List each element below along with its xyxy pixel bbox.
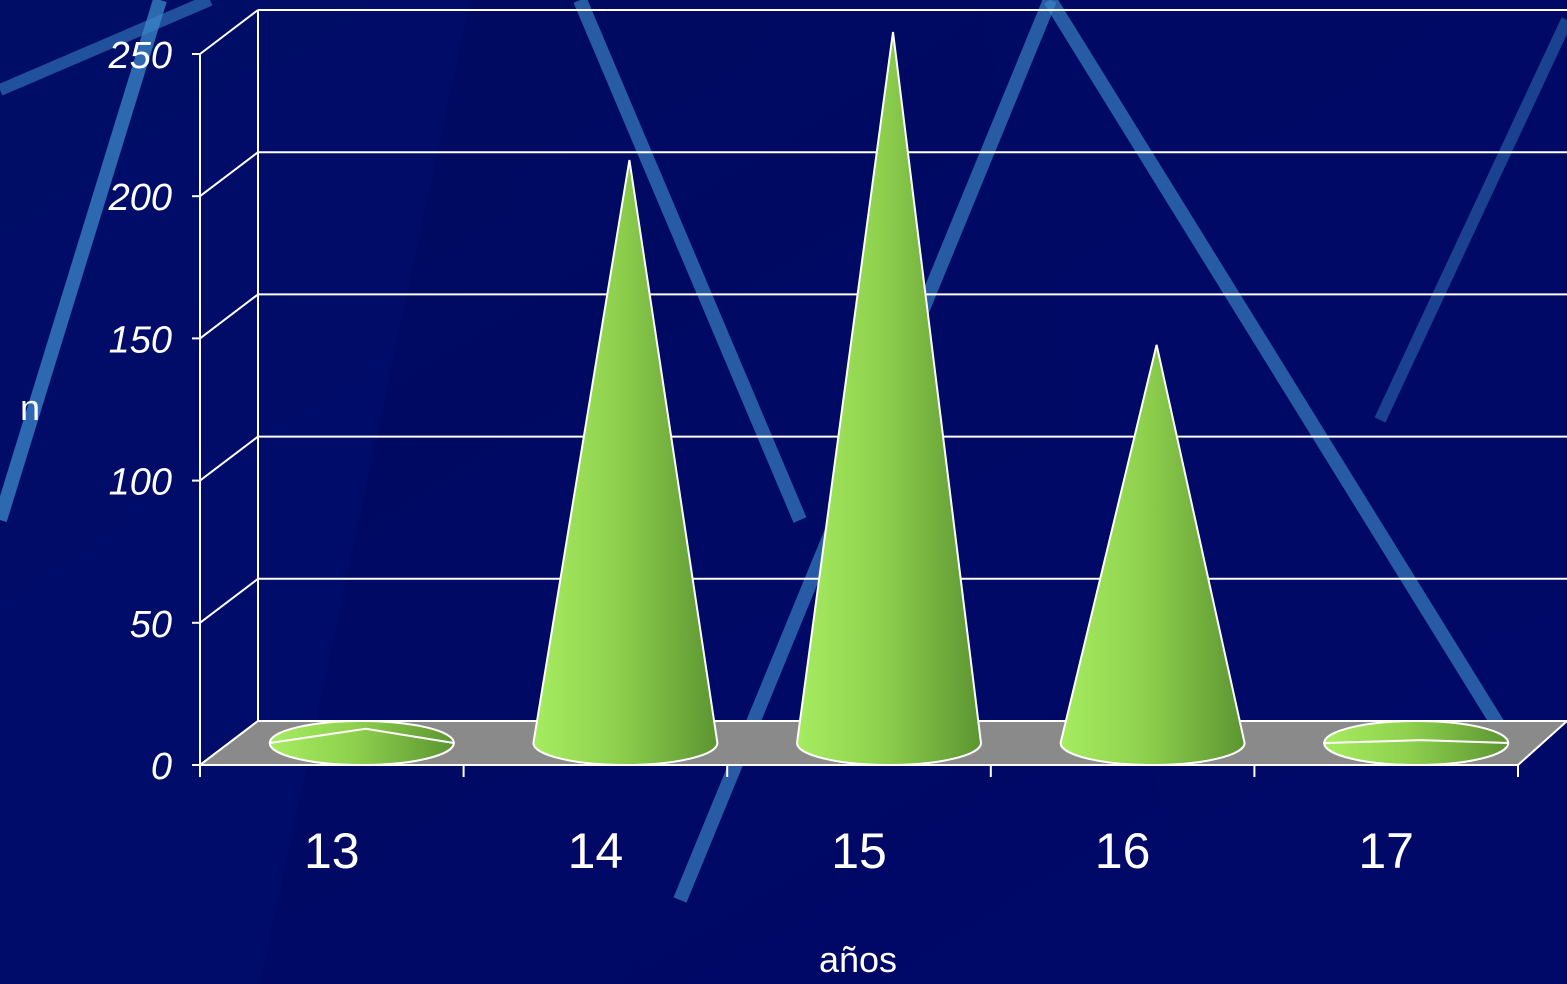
cone-bar bbox=[1059, 344, 1246, 766]
x-tick-label: 13 bbox=[304, 823, 360, 879]
side-gridline bbox=[199, 151, 259, 197]
side-gridline bbox=[199, 578, 259, 624]
cone-bar bbox=[268, 720, 455, 766]
cone-bar bbox=[795, 31, 983, 766]
y-tick-label: 100 bbox=[109, 462, 172, 504]
cone-body bbox=[532, 159, 719, 766]
cone-body bbox=[1323, 739, 1510, 766]
cone-body bbox=[1059, 344, 1246, 766]
x-tick-label: 15 bbox=[831, 823, 887, 879]
x-tick-label: 14 bbox=[568, 823, 624, 879]
plot-area: 0 50 100 150 200 250 13 14 15 16 17 bbox=[108, 9, 1567, 879]
cone-bar bbox=[1323, 720, 1510, 766]
y-axis-title: n bbox=[20, 387, 40, 428]
x-tick-label: 16 bbox=[1095, 823, 1151, 879]
side-gridline bbox=[199, 9, 259, 55]
side-gridline bbox=[199, 435, 259, 482]
side-gridline bbox=[199, 293, 259, 340]
y-tick-label: 50 bbox=[130, 604, 172, 646]
x-tick-label: 17 bbox=[1358, 823, 1414, 879]
y-tick-label: 150 bbox=[109, 319, 172, 361]
cone-body bbox=[268, 727, 455, 766]
y-tick-label: 200 bbox=[108, 177, 172, 219]
x-axis-title: años bbox=[819, 939, 897, 980]
y-tick-label: 250 bbox=[108, 35, 172, 77]
cone-bar bbox=[532, 159, 719, 766]
y-tick-label: 0 bbox=[151, 746, 172, 788]
cone-body bbox=[795, 31, 983, 766]
